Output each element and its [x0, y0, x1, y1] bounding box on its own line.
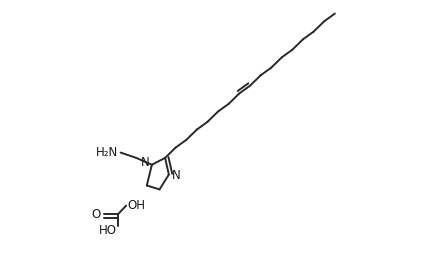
- Text: N: N: [172, 169, 181, 183]
- Text: N: N: [141, 156, 150, 169]
- Text: OH: OH: [127, 199, 146, 212]
- Text: H₂N: H₂N: [96, 146, 119, 159]
- Text: O: O: [92, 208, 101, 221]
- Text: HO: HO: [99, 224, 116, 237]
